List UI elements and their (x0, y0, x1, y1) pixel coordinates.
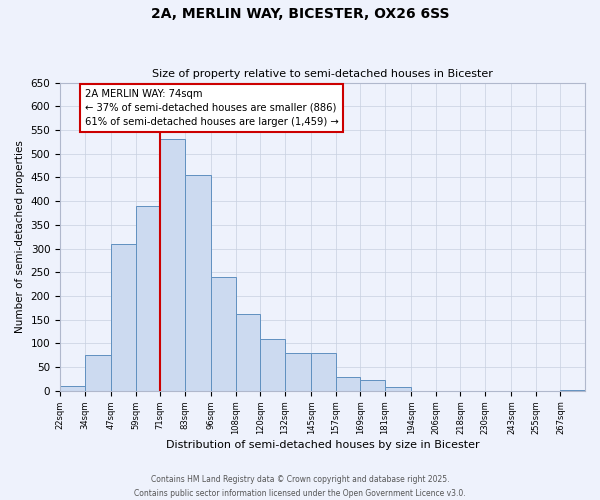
Bar (211, 277, 236, 391)
Bar (185, 175, 211, 391)
Title: Size of property relative to semi-detached houses in Bicester: Size of property relative to semi-detach… (152, 69, 493, 79)
Text: Contains HM Land Registry data © Crown copyright and database right 2025.
Contai: Contains HM Land Registry data © Crown c… (134, 476, 466, 498)
Bar (361, 380, 385, 391)
Bar (385, 387, 412, 391)
Bar (311, 353, 336, 391)
Bar (236, 314, 260, 391)
X-axis label: Distribution of semi-detached houses by size in Bicester: Distribution of semi-detached houses by … (166, 440, 479, 450)
Bar (260, 338, 285, 391)
Y-axis label: Number of semi-detached properties: Number of semi-detached properties (15, 140, 25, 333)
Bar (560, 390, 585, 391)
Bar (285, 353, 311, 391)
Text: 2A MERLIN WAY: 74sqm
← 37% of semi-detached houses are smaller (886)
61% of semi: 2A MERLIN WAY: 74sqm ← 37% of semi-detac… (85, 88, 338, 126)
Bar (136, 206, 160, 391)
Bar (111, 244, 136, 391)
Bar (60, 386, 85, 391)
Bar (336, 376, 361, 391)
Bar (85, 356, 111, 391)
Bar (160, 140, 185, 391)
Text: 2A, MERLIN WAY, BICESTER, OX26 6SS: 2A, MERLIN WAY, BICESTER, OX26 6SS (151, 8, 449, 22)
